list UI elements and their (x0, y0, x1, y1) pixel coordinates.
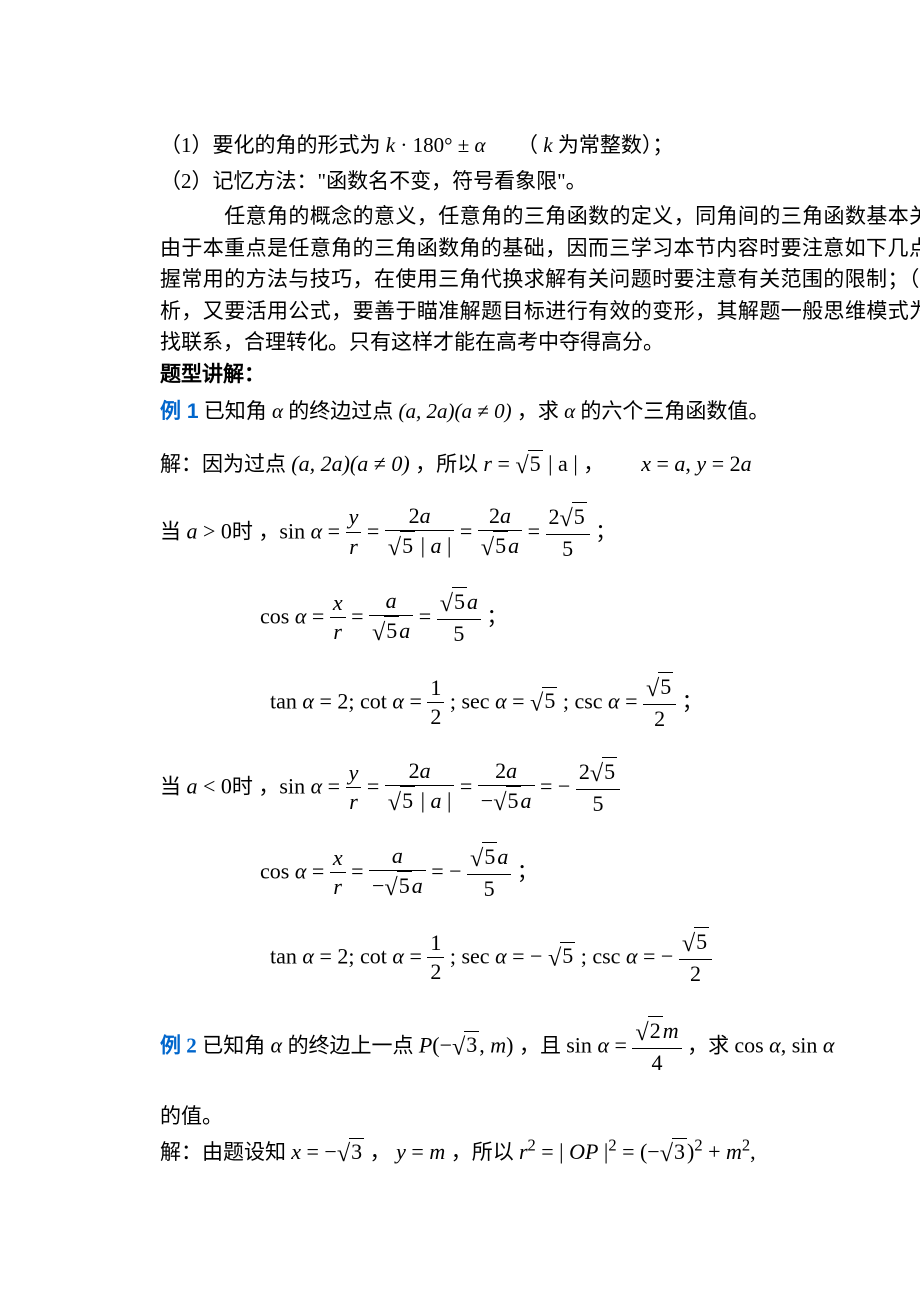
text: ，求 (517, 399, 564, 423)
var-k: k (386, 133, 395, 157)
eq-cos-pos: cos α = xr = a√5a = √5a5 ； (160, 587, 920, 650)
text: 已知角 (204, 399, 272, 423)
text: 的六个三角函数值。 (580, 399, 769, 423)
var-alpha: α (272, 399, 283, 423)
text: ，且 (519, 1033, 566, 1057)
eq-tan-neg: tan α = 2; cot α = 12 ; sec α = − √5 ; c… (160, 927, 920, 990)
text: 的终边上一点 (288, 1033, 419, 1057)
paragraph-1: （1）要化的角的形式为 k · 180° ± α （ k 为常整数）； (160, 130, 920, 162)
var-alpha: α (475, 133, 486, 157)
example-label: 例 2 (160, 1033, 197, 1057)
var-alpha: α (564, 399, 575, 423)
text: ，所以 (415, 452, 483, 476)
eq-sin-neg: 当 a < 0时 ，sin α = yr = 2a√5 | a | = 2a−√… (160, 757, 920, 820)
var-k: k (543, 133, 552, 157)
example-2: 例 2 已知角 α 的终边上一点 P(−√3, m) ，且 sin α = √2… (160, 1016, 920, 1079)
math: · 180° (400, 133, 452, 157)
text: 解：由题设知 (160, 1140, 291, 1164)
text: 解：因为过点 (160, 452, 291, 476)
eq-sin-pos: 当 a > 0时 ，sin α = yr = 2a√5 | a | = 2a√5… (160, 502, 920, 565)
eq-cos-neg: cos α = xr = a−√5a = − √5a5 ； (160, 842, 920, 905)
solution-2: 解：由题设知 x = −√3 ， y = m ，所以 r2 = | OP |2 … (160, 1138, 920, 1168)
example-1: 例 1 已知角 α 的终边过点 (a, 2a)(a ≠ 0) ，求 α 的六个三… (160, 396, 920, 428)
text: （1）要化的角的形式为 (160, 133, 386, 157)
text: ， (583, 452, 636, 476)
text: 为常整数）； (558, 133, 674, 157)
eq-tan-pos: tan α = 2; cot α = 12 ; sec α = √5 ; csc… (160, 672, 920, 735)
text: 已知角 (202, 1033, 270, 1057)
example-2-tail: 的值。 (160, 1101, 920, 1133)
heading-tixing: 题型讲解： (160, 359, 920, 391)
text (491, 133, 512, 157)
paragraph-2: （2）记忆方法："函数名不变，符号看象限"。 (160, 166, 920, 198)
paragraph-main: 任意角的概念的意义，任意角的三角函数的定义，同角间的三角函数基本关系、诱导公式。… (160, 201, 920, 359)
math: ± (458, 133, 475, 157)
text: ，求 (687, 1033, 734, 1057)
math: (a, 2a)(a ≠ 0) (399, 399, 512, 423)
solution-line: 解：因为过点 (a, 2a)(a ≠ 0) ，所以 r = √5 | a | ，… (160, 450, 920, 480)
text: 的终边过点 (288, 399, 398, 423)
text: （ (517, 133, 538, 157)
example-label: 例 1 (160, 400, 199, 423)
